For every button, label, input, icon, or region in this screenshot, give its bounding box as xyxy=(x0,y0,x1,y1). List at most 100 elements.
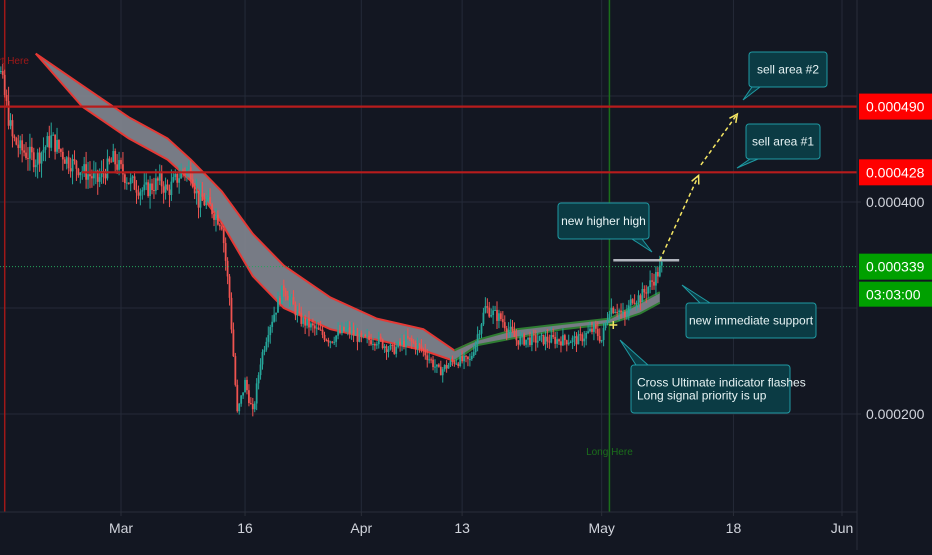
candle-body xyxy=(596,328,599,337)
candle-body xyxy=(54,134,57,152)
candle-body xyxy=(131,176,134,178)
candle-body xyxy=(377,336,380,345)
candle-body xyxy=(441,369,444,376)
candle-body xyxy=(193,187,196,194)
candle-body xyxy=(151,183,153,191)
candle-body xyxy=(46,136,49,147)
candle-body xyxy=(125,182,128,184)
candle-body xyxy=(527,337,529,340)
candle-body xyxy=(259,364,262,376)
candle-body xyxy=(391,344,394,346)
x-tick-label: 18 xyxy=(726,520,742,536)
candle-body xyxy=(319,329,322,331)
candle-body xyxy=(651,280,653,282)
candle-body xyxy=(461,356,464,362)
candle-body xyxy=(375,344,378,346)
candle-body xyxy=(397,341,400,347)
candle-body xyxy=(408,337,411,339)
target-arrow-line[interactable] xyxy=(700,113,738,166)
candle-body xyxy=(38,152,41,164)
candle-body xyxy=(344,327,347,331)
candle-body xyxy=(577,334,580,345)
candle-body xyxy=(342,327,345,331)
candle-body xyxy=(550,334,553,343)
candle-body xyxy=(217,214,219,225)
candle-body xyxy=(153,190,155,192)
candle-body xyxy=(207,197,210,200)
callout-box xyxy=(630,364,791,414)
callout-text: Cross Ultimate indicator flashes xyxy=(637,376,806,390)
candle-body xyxy=(620,310,622,313)
candle-body xyxy=(110,161,113,163)
candle-body xyxy=(127,182,130,184)
candle-body xyxy=(499,313,502,320)
candle-body xyxy=(501,319,504,323)
target-arrow-line[interactable] xyxy=(659,175,700,261)
callout-text: new immediate support xyxy=(689,314,814,328)
candle-body xyxy=(618,310,621,312)
candle-body xyxy=(410,338,413,342)
candle-body xyxy=(348,327,351,334)
candle-body xyxy=(484,306,487,313)
candle-body xyxy=(610,307,613,315)
candle-body xyxy=(122,164,124,175)
callout-new-immediate-support[interactable]: new immediate support xyxy=(681,284,817,339)
time-axis-panel[interactable] xyxy=(0,512,857,550)
callout-sell-area-2[interactable]: sell area #2 xyxy=(742,51,828,101)
candle-body xyxy=(176,173,179,183)
candle-body xyxy=(156,178,159,181)
candle-body xyxy=(172,177,175,182)
callout-sell-area-1[interactable]: sell area #1 xyxy=(736,123,821,169)
candle-body xyxy=(135,189,138,193)
candle-body xyxy=(424,349,427,356)
candle-body xyxy=(554,337,557,344)
candle-body xyxy=(180,170,182,179)
candle-body xyxy=(579,334,582,336)
candle-body xyxy=(75,160,78,169)
callout-new-higher-high[interactable]: new higher high xyxy=(557,202,653,253)
candle-body xyxy=(310,323,312,328)
candle-body xyxy=(104,173,107,179)
candle-body xyxy=(515,337,518,341)
candle-body xyxy=(538,335,541,341)
candle-body xyxy=(472,352,475,357)
candle-body xyxy=(490,315,493,317)
candle-body xyxy=(567,342,570,345)
long-marker-label: Long Here xyxy=(586,447,633,458)
candle-body xyxy=(505,328,508,333)
candle-body xyxy=(379,336,382,340)
candle-body xyxy=(249,403,252,405)
candle-body xyxy=(519,336,522,345)
candle-body xyxy=(77,168,80,176)
candle-body xyxy=(509,326,512,330)
candle-body xyxy=(308,318,310,328)
candle-body xyxy=(58,140,60,150)
candle-body xyxy=(647,287,650,294)
candle-body xyxy=(606,319,609,323)
candle-body xyxy=(23,150,25,153)
callout-box xyxy=(748,51,828,88)
candle-body xyxy=(443,364,446,370)
candle-body xyxy=(226,260,229,277)
candle-body xyxy=(436,364,438,367)
candle-body xyxy=(474,342,477,353)
candle-body xyxy=(290,296,293,298)
candle-body xyxy=(288,297,291,301)
candle-body xyxy=(244,379,246,393)
candle-body xyxy=(356,333,359,342)
candle-body xyxy=(403,340,405,348)
candle-body xyxy=(280,285,283,304)
candle-body xyxy=(608,314,611,320)
candle-body xyxy=(655,272,657,286)
candle-body xyxy=(639,295,642,303)
candle-body xyxy=(123,174,126,183)
callout-text: sell area #1 xyxy=(752,135,814,149)
candle-body xyxy=(292,296,295,305)
candle-body xyxy=(149,183,151,196)
candle-body xyxy=(395,346,398,354)
candle-body xyxy=(224,243,227,261)
candle-body xyxy=(187,167,190,169)
